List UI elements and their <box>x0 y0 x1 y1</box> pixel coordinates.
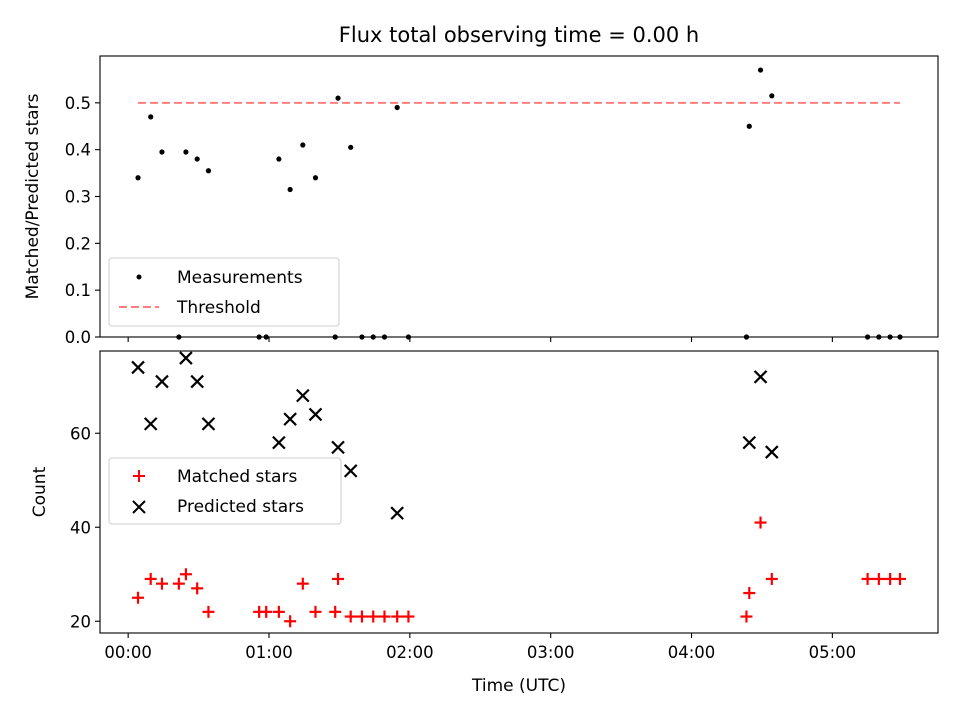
matched-star-point <box>893 572 906 585</box>
measurement-point <box>159 149 165 155</box>
predicted-star-point <box>296 388 310 403</box>
matched-star-point <box>765 572 778 585</box>
matched-star-point <box>144 572 157 585</box>
bottom-ytick-label: 60 <box>70 424 91 443</box>
matched-star-point <box>754 516 767 529</box>
bottom-xtick-label: 03:00 <box>527 643 575 662</box>
measurement-point <box>135 175 141 181</box>
legend-predicted-label: Predicted stars <box>177 497 304 517</box>
legend-matched-marker <box>133 470 145 482</box>
bottom-ytick-label: 40 <box>70 518 91 537</box>
matched-star-point <box>309 605 322 618</box>
matched-star-point <box>172 577 185 590</box>
predicted-star-point <box>201 417 216 431</box>
top-ylabel: Matched/Predicted stars <box>23 93 43 299</box>
matched-star-point <box>260 605 273 618</box>
legend-measurements-marker <box>136 274 142 280</box>
matched-star-point <box>296 577 309 590</box>
bottom-axes-frame <box>99 350 939 634</box>
measurement-point <box>183 149 189 155</box>
chart-title: Flux total observing time = 0.00 h <box>339 23 699 47</box>
bottom-xtick-label: 04:00 <box>668 643 716 662</box>
matched-star-point <box>402 610 415 623</box>
top-ytick-label: 0.3 <box>65 188 91 207</box>
top-ytick-label: 0.2 <box>65 234 91 253</box>
measurement-point <box>194 156 200 162</box>
predicted-star-point <box>272 435 286 450</box>
matched-star-point <box>743 587 756 600</box>
measurement-point <box>769 93 775 99</box>
matched-star-point <box>740 610 753 623</box>
matched-star-point <box>861 572 874 585</box>
matched-star-point <box>344 610 357 623</box>
predicted-star-point <box>155 374 169 389</box>
measurement-point <box>312 175 319 181</box>
predicted-star-point <box>753 370 768 384</box>
legend-measurements-label: Measurements <box>177 268 303 288</box>
predicted-star-point <box>390 506 404 520</box>
measurement-point <box>394 104 400 111</box>
bottom-legend-box <box>108 457 342 525</box>
top-axes-frame <box>99 55 939 338</box>
measurement-point <box>757 67 764 73</box>
top-ytick-label: 0.1 <box>65 281 91 300</box>
matched-star-point <box>329 605 342 618</box>
bottom-xtick-label: 00:00 <box>104 643 152 662</box>
top-ytick-label: 0.5 <box>65 94 91 113</box>
matched-star-point <box>391 610 404 623</box>
bottom-panel: 20 40 60 00:00 01:00 02:00 03:00 04:00 05:00 Co… <box>30 350 939 696</box>
bottom-xlabel: Time (UTC) <box>471 676 566 696</box>
matched-star-point <box>284 615 297 628</box>
matched-star-point <box>191 582 204 595</box>
matched-star-point <box>179 568 192 581</box>
measurement-point <box>335 95 341 101</box>
bottom-xtick-label: 01:00 <box>245 643 293 662</box>
measurement-point <box>276 156 282 162</box>
bottom-ylabel: Count <box>30 466 50 517</box>
matched-star-point <box>355 610 368 623</box>
predicted-star-point <box>143 417 158 431</box>
matched-star-point <box>872 572 885 585</box>
measurement-point <box>300 142 306 148</box>
measurement-point <box>287 186 293 193</box>
top-ytick-label: 0.4 <box>65 141 91 160</box>
matched-star-point <box>378 610 391 623</box>
measurement-point <box>205 168 212 174</box>
predicted-star-point <box>190 374 204 389</box>
predicted-star-point <box>131 360 145 375</box>
measurement-point <box>746 123 752 129</box>
bottom-legend: Matched stars Predicted stars <box>108 457 342 525</box>
measurement-point <box>148 114 154 120</box>
predicted-star-point <box>343 464 358 478</box>
measurement-point <box>348 144 354 150</box>
legend-threshold-label: Threshold <box>176 298 261 318</box>
matched-star-point <box>155 577 168 590</box>
top-legend-box <box>108 257 340 327</box>
matched-star-point <box>367 610 380 623</box>
matched-star-point <box>202 605 215 618</box>
predicted-star-point <box>283 412 297 426</box>
matched-star-point <box>272 605 285 618</box>
matched-star-point <box>332 572 345 585</box>
legend-predicted-marker <box>132 500 146 514</box>
predicted-star-point <box>308 407 323 422</box>
bottom-ytick-label: 20 <box>70 612 91 631</box>
legend-matched-label: Matched stars <box>177 467 297 487</box>
predicted-star-point <box>331 440 345 455</box>
predicted-star-point <box>179 351 193 365</box>
top-legend: Measurements Threshold <box>108 257 340 327</box>
predicted-star-point <box>742 435 757 450</box>
predicted-star-point <box>765 445 779 459</box>
top-ytick-label: 0.0 <box>65 328 91 347</box>
bottom-xtick-label: 05:00 <box>809 643 857 662</box>
matched-star-point <box>132 591 145 604</box>
bottom-xtick-label: 02:00 <box>386 643 434 662</box>
top-panel: 0.0 0.1 0.2 0.3 0.4 0.5 Matched/Predicted sta… <box>23 55 939 347</box>
